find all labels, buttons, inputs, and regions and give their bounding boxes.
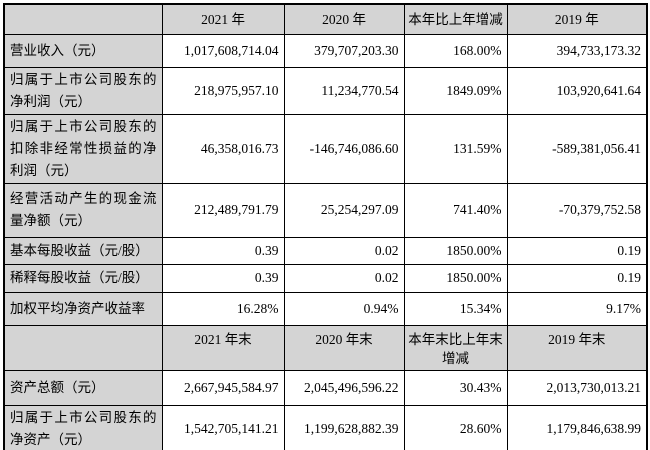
metric-label: 营业收入（元） — [3, 33, 163, 68]
table-row-revenue: 营业收入（元） 1,017,608,714.04 379,707,203.30 … — [3, 33, 648, 68]
yoy-change: 741.40% — [403, 182, 508, 238]
value-2021: 46,358,016.73 — [161, 113, 285, 184]
col-header-2020: 2020 年 — [283, 3, 405, 35]
value-2019: 9.17% — [506, 291, 648, 326]
table-row-net-profit: 归属于上市公司股东的净利润（元） 218,975,957.10 11,234,7… — [3, 66, 648, 115]
value-2021: 16.28% — [161, 291, 285, 326]
metric-label: 基本每股收益（元/股） — [3, 236, 163, 265]
table-row-weighted-roe: 加权平均净资产收益率 16.28% 0.94% 15.34% 9.17% — [3, 291, 648, 326]
table-row-operating-cash-flow: 经营活动产生的现金流量净额（元） 212,489,791.79 25,254,2… — [3, 182, 648, 238]
col-header-2020-year-end: 2020 年末 — [283, 324, 405, 371]
metric-label: 归属于上市公司股东的净资产（元） — [3, 404, 163, 450]
col-header-2021: 2021 年 — [161, 3, 285, 35]
metric-label: 加权平均净资产收益率 — [3, 291, 163, 326]
value-2020: 25,254,297.09 — [283, 182, 405, 238]
value-2020: -146,746,086.60 — [283, 113, 405, 184]
value-2020: 379,707,203.30 — [283, 33, 405, 68]
year-end-change: 30.43% — [403, 369, 508, 406]
value-2021-year-end: 1,542,705,141.21 — [161, 404, 285, 450]
value-2019-year-end: 1,179,846,638.99 — [506, 404, 648, 450]
value-2020-year-end: 2,045,496,596.22 — [283, 369, 405, 406]
yoy-change: 131.59% — [403, 113, 508, 184]
col-header-year-end-change: 本年末比上年末增减 — [403, 324, 508, 371]
table-row-total-assets: 资产总额（元） 2,667,945,584.97 2,045,496,596.2… — [3, 369, 648, 406]
value-2020: 0.02 — [283, 263, 405, 293]
value-2019: 394,733,173.32 — [506, 33, 648, 68]
yoy-change: 1849.09% — [403, 66, 508, 115]
header-blank-cell — [3, 324, 163, 371]
financial-report-page: 2021 年 2020 年 本年比上年增减 2019 年 营业收入（元） 1,0… — [0, 3, 650, 450]
value-2020: 0.02 — [283, 236, 405, 265]
value-2019: 0.19 — [506, 263, 648, 293]
col-header-2019-year-end: 2019 年末 — [506, 324, 648, 371]
value-2021: 0.39 — [161, 263, 285, 293]
table-row-diluted-eps: 稀释每股收益（元/股） 0.39 0.02 1850.00% 0.19 — [3, 263, 648, 293]
value-2021: 212,489,791.79 — [161, 182, 285, 238]
table-row-net-profit-excl-nonrecurring: 归属于上市公司股东的扣除非经常性损益的净利润（元） 46,358,016.73 … — [3, 113, 648, 184]
metric-label: 归属于上市公司股东的净利润（元） — [3, 66, 163, 115]
value-2021: 218,975,957.10 — [161, 66, 285, 115]
col-header-yoy-change: 本年比上年增减 — [403, 3, 508, 35]
yoy-change: 1850.00% — [403, 236, 508, 265]
metric-label: 归属于上市公司股东的扣除非经常性损益的净利润（元） — [3, 113, 163, 184]
table-row-basic-eps: 基本每股收益（元/股） 0.39 0.02 1850.00% 0.19 — [3, 236, 648, 265]
table-header-year-end: 2021 年末 2020 年末 本年末比上年末增减 2019 年末 — [3, 324, 648, 371]
value-2021-year-end: 2,667,945,584.97 — [161, 369, 285, 406]
header-blank-cell — [3, 3, 163, 35]
value-2019: 0.19 — [506, 236, 648, 265]
value-2020: 11,234,770.54 — [283, 66, 405, 115]
value-2021: 1,017,608,714.04 — [161, 33, 285, 68]
value-2019: -589,381,056.41 — [506, 113, 648, 184]
key-financials-table: 2021 年 2020 年 本年比上年增减 2019 年 营业收入（元） 1,0… — [3, 3, 648, 450]
table-header-annual: 2021 年 2020 年 本年比上年增减 2019 年 — [3, 3, 648, 35]
value-2019: 103,920,641.64 — [506, 66, 648, 115]
year-end-change: 28.60% — [403, 404, 508, 450]
value-2020-year-end: 1,199,628,882.39 — [283, 404, 405, 450]
value-2021: 0.39 — [161, 236, 285, 265]
value-2019: -70,379,752.58 — [506, 182, 648, 238]
metric-label: 经营活动产生的现金流量净额（元） — [3, 182, 163, 238]
value-2019-year-end: 2,013,730,013.21 — [506, 369, 648, 406]
table-row-net-assets: 归属于上市公司股东的净资产（元） 1,542,705,141.21 1,199,… — [3, 404, 648, 450]
metric-label: 稀释每股收益（元/股） — [3, 263, 163, 293]
metric-label: 资产总额（元） — [3, 369, 163, 406]
yoy-change: 1850.00% — [403, 263, 508, 293]
col-header-2019: 2019 年 — [506, 3, 648, 35]
value-2020: 0.94% — [283, 291, 405, 326]
yoy-change: 15.34% — [403, 291, 508, 326]
yoy-change: 168.00% — [403, 33, 508, 68]
col-header-2021-year-end: 2021 年末 — [161, 324, 285, 371]
